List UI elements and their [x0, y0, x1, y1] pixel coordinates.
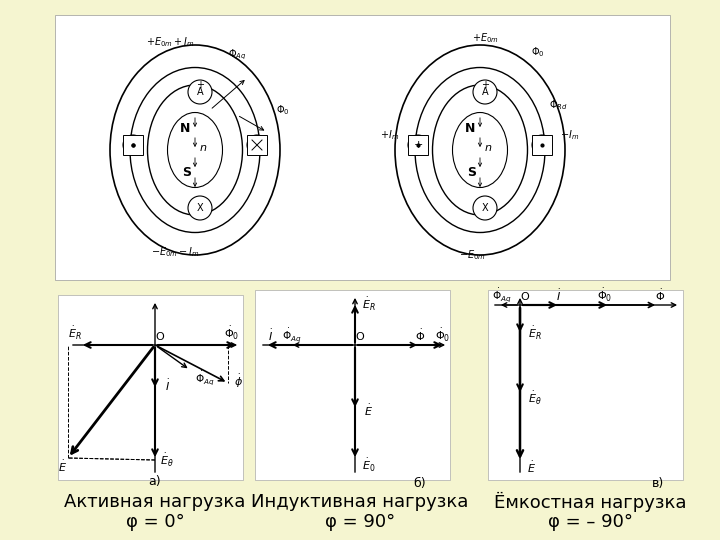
Text: $\dot{E}$: $\dot{E}$ — [364, 402, 374, 417]
FancyBboxPatch shape — [532, 135, 552, 155]
Text: $\dot{\Phi}_0$: $\dot{\Phi}_0$ — [436, 327, 451, 343]
Text: Ёмкостная нагрузка: Ёмкостная нагрузка — [494, 492, 686, 512]
Text: $-E_{0m}$: $-E_{0m}$ — [459, 248, 485, 262]
Text: $\dot{E}_R$: $\dot{E}_R$ — [362, 295, 376, 313]
Text: +: + — [481, 80, 489, 90]
Text: O: O — [521, 292, 529, 302]
Text: X: X — [482, 203, 488, 213]
Text: $\dot{\Phi}_{Aq}$: $\dot{\Phi}_{Aq}$ — [195, 369, 215, 387]
Text: $\dot{\phi}$: $\dot{\phi}$ — [233, 373, 243, 390]
Text: $\dot{\Phi}_0$: $\dot{\Phi}_0$ — [225, 325, 240, 341]
Text: $\dot{\Phi}_0$: $\dot{\Phi}_0$ — [598, 286, 613, 303]
Text: X: X — [197, 203, 203, 213]
Circle shape — [247, 135, 267, 155]
FancyBboxPatch shape — [255, 290, 450, 480]
Text: $\dot{I}$: $\dot{I}$ — [164, 377, 169, 393]
Text: а): а) — [149, 476, 161, 489]
Text: $\dot{E}_R$: $\dot{E}_R$ — [528, 325, 542, 341]
FancyBboxPatch shape — [58, 295, 243, 480]
Text: $\dot{\Phi}_{Aq}$: $\dot{\Phi}_{Aq}$ — [492, 286, 512, 304]
Text: +: + — [196, 80, 204, 90]
Text: $\dot{I}$: $\dot{I}$ — [556, 287, 560, 302]
Text: O: O — [356, 332, 364, 342]
Text: $\dot{E}_\theta$: $\dot{E}_\theta$ — [160, 451, 174, 469]
Text: б): б) — [414, 476, 426, 489]
Text: $-I_m$: $-I_m$ — [560, 128, 580, 142]
Text: Активная нагрузка: Активная нагрузка — [64, 493, 246, 511]
Text: $+E_{0m}+I_m$: $+E_{0m}+I_m$ — [145, 35, 194, 49]
FancyBboxPatch shape — [247, 135, 267, 155]
Text: Индуктивная нагрузка: Индуктивная нагрузка — [251, 493, 469, 511]
Text: $\dot{I}$: $\dot{I}$ — [268, 327, 272, 343]
Text: φ = – 90°: φ = – 90° — [547, 513, 632, 531]
Text: $\Phi_{Rd}$: $\Phi_{Rd}$ — [549, 98, 567, 112]
Text: $\Phi_0$: $\Phi_0$ — [531, 45, 545, 59]
Circle shape — [123, 135, 143, 155]
Circle shape — [188, 80, 212, 104]
Ellipse shape — [452, 112, 508, 187]
Text: φ = 0°: φ = 0° — [125, 513, 184, 531]
Ellipse shape — [168, 112, 222, 187]
FancyBboxPatch shape — [123, 135, 143, 155]
Text: S: S — [182, 165, 192, 179]
Text: $+E_{0m}$: $+E_{0m}$ — [472, 31, 498, 45]
Text: $\dot{\Phi}_{Aq}$: $\dot{\Phi}_{Aq}$ — [282, 326, 302, 344]
Text: n: n — [485, 143, 492, 153]
Text: $+I_m$: $+I_m$ — [380, 128, 400, 142]
Text: O: O — [156, 332, 164, 342]
Text: $\dot{E}_0$: $\dot{E}_0$ — [362, 456, 376, 474]
Text: $\Phi_{Aq}$: $\Phi_{Aq}$ — [228, 48, 246, 62]
Text: N: N — [180, 122, 190, 134]
Circle shape — [473, 80, 497, 104]
Text: A: A — [482, 87, 488, 97]
Text: n: n — [199, 143, 207, 153]
Text: +: + — [413, 140, 423, 150]
FancyBboxPatch shape — [488, 290, 683, 480]
Circle shape — [532, 135, 552, 155]
Text: N: N — [465, 122, 475, 134]
Text: $\dot{E}_R$: $\dot{E}_R$ — [68, 325, 82, 341]
Text: $\dot{E}$: $\dot{E}$ — [528, 460, 536, 475]
Circle shape — [408, 135, 428, 155]
Text: $\dot{\Phi}$: $\dot{\Phi}$ — [415, 327, 425, 343]
FancyBboxPatch shape — [55, 15, 670, 280]
Text: $-E_{0m}-I_m$: $-E_{0m}-I_m$ — [150, 245, 199, 259]
Text: φ = 90°: φ = 90° — [325, 513, 395, 531]
Circle shape — [188, 196, 212, 220]
Text: A: A — [197, 87, 203, 97]
Text: $\dot{E}_\theta$: $\dot{E}_\theta$ — [528, 389, 542, 407]
Ellipse shape — [433, 85, 528, 215]
Text: $\dot{\Phi}$: $\dot{\Phi}$ — [655, 287, 665, 302]
Ellipse shape — [148, 85, 243, 215]
Text: $\dot{E}$: $\dot{E}$ — [58, 458, 68, 474]
Circle shape — [473, 196, 497, 220]
Text: S: S — [467, 165, 477, 179]
FancyBboxPatch shape — [408, 135, 428, 155]
Text: в): в) — [652, 476, 664, 489]
Text: $\Phi_0$: $\Phi_0$ — [276, 103, 290, 117]
